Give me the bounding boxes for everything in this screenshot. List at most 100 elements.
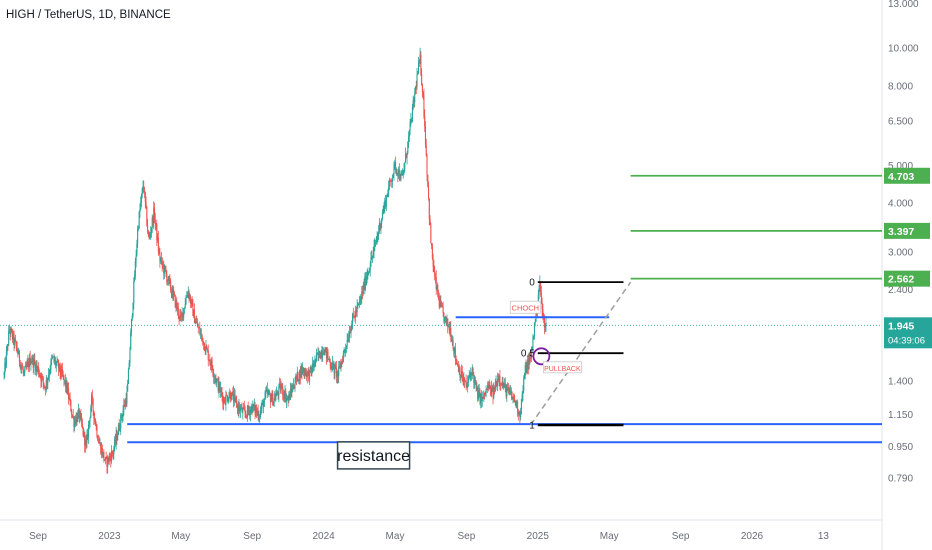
candle-body: [31, 357, 34, 362]
candle-body: [271, 393, 273, 400]
candle-body: [510, 391, 512, 396]
candle-body: [390, 180, 392, 182]
candle-body: [35, 365, 37, 372]
candle-body: [456, 360, 458, 365]
candle-body: [423, 94, 425, 117]
candle-body: [150, 227, 153, 233]
plot-area: CHOCH 0 0.5 1 PULLBACK resistance: [0, 47, 882, 474]
candle-body: [127, 383, 129, 392]
candle-body: [122, 410, 124, 417]
candle-body: [140, 202, 142, 210]
candle-body: [161, 258, 163, 265]
candle-body: [324, 349, 326, 356]
candle-body: [525, 365, 527, 373]
candle-body: [177, 307, 179, 309]
candle-body: [193, 309, 195, 316]
candle-body: [262, 401, 264, 404]
candle-body: [422, 92, 424, 95]
candle-body: [292, 385, 295, 388]
candle-body: [109, 456, 111, 458]
candle-body: [305, 372, 307, 376]
candle-body: [145, 201, 147, 208]
candle-body: [386, 195, 388, 197]
candle-body: [84, 439, 86, 446]
candle-body: [87, 424, 90, 438]
candle-body: [382, 211, 384, 213]
candle-body: [521, 394, 523, 400]
candle-body: [80, 413, 82, 417]
candle-body: [420, 54, 422, 74]
candle-body: [81, 416, 83, 424]
candle-body: [130, 318, 133, 333]
candle-body: [408, 136, 410, 142]
candle-body: [464, 380, 466, 382]
y-tick-label: 1.150: [888, 410, 913, 421]
candle-body: [358, 301, 361, 304]
candle-body: [40, 376, 42, 382]
candle-body: [517, 401, 519, 413]
candle-body: [108, 456, 110, 462]
candle-body: [255, 408, 257, 414]
candle-body: [14, 339, 16, 345]
current-price-value: 1.945: [888, 320, 914, 332]
candle-body: [89, 417, 91, 421]
candle-body: [117, 424, 119, 435]
candle-body: [539, 281, 541, 288]
candle-body: [516, 401, 518, 408]
candle-body: [407, 141, 409, 154]
candle-body: [447, 326, 450, 328]
candle-body: [68, 398, 70, 400]
candle-body: [463, 378, 465, 382]
candle-body: [354, 316, 356, 318]
candle-body: [193, 309, 195, 324]
candle-body: [335, 365, 337, 368]
candle-body: [118, 424, 120, 430]
candle-body: [41, 376, 43, 382]
candle-body: [96, 425, 98, 437]
candle-body: [57, 360, 59, 363]
candle-body: [391, 177, 394, 182]
candle-body: [71, 414, 73, 416]
candle-body: [378, 223, 380, 232]
candle-body: [500, 384, 503, 386]
candle-body: [196, 321, 198, 323]
candle-body: [277, 393, 279, 396]
candle-body: [379, 223, 381, 230]
candle-body: [54, 359, 56, 362]
candle-body: [86, 434, 88, 444]
candle-body: [117, 434, 119, 440]
candle-body: [73, 417, 75, 427]
candle-body: [51, 358, 53, 361]
candle-body: [88, 420, 90, 425]
candle-body: [241, 406, 243, 413]
candle-body: [170, 280, 172, 291]
fib-level-label: 1: [529, 420, 535, 431]
candle-body: [388, 187, 390, 195]
candle-body: [540, 281, 542, 293]
candle-body: [265, 391, 267, 393]
candle-body: [28, 361, 30, 368]
candle-body: [163, 265, 166, 274]
candle-body: [510, 391, 512, 394]
candle-body: [120, 414, 122, 429]
candle-body: [188, 291, 190, 299]
candle-body: [15, 339, 17, 342]
candle-body: [345, 346, 347, 349]
candle-body: [156, 224, 158, 241]
candle-body: [165, 269, 167, 274]
candle-body: [67, 388, 69, 393]
y-tick-label: 13.000: [888, 0, 919, 10]
candle-body: [307, 370, 309, 372]
candle-body: [303, 369, 305, 373]
candle-body: [113, 448, 115, 454]
candle-body: [334, 365, 336, 374]
candle-body: [403, 169, 405, 172]
fib-trend-line[interactable]: [530, 281, 632, 426]
candle-body: [143, 186, 145, 192]
candle-body: [23, 372, 25, 374]
x-tick-label: 2024: [312, 531, 335, 542]
candle-body: [315, 353, 318, 361]
candle-body: [338, 366, 340, 377]
candle-body: [173, 293, 176, 296]
